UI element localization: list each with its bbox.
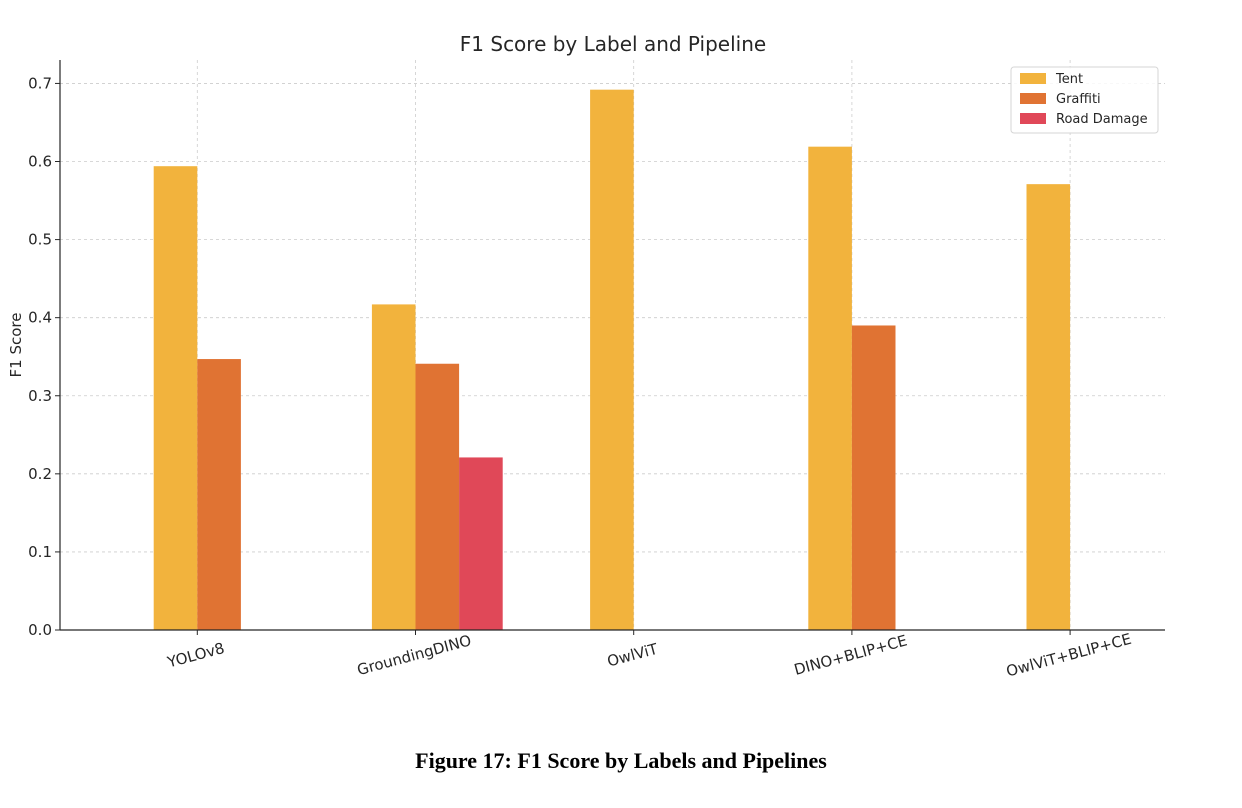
bar-tent — [153, 166, 198, 631]
bar-tent — [1026, 184, 1071, 630]
x-tick-label: OwlViT+BLIP+CE — [1004, 630, 1133, 681]
chart-title: F1 Score by Label and Pipeline — [460, 32, 766, 56]
x-tick-label: YOLOv8 — [165, 639, 227, 672]
legend-label: Graffiti — [1056, 92, 1101, 107]
bar-tent — [808, 146, 852, 630]
y-axis-label: F1 Score — [7, 313, 25, 378]
y-tick-label: 0.4 — [28, 309, 52, 327]
y-tick-label: 0.5 — [28, 231, 52, 249]
y-tick-label: 0.0 — [28, 621, 52, 639]
bar-tent — [590, 89, 634, 630]
bar-graffiti — [851, 325, 896, 630]
x-tick-label: OwlViT — [605, 640, 660, 671]
chart: F1 Score by Label and Pipeline F1 Score … — [7, 32, 1165, 681]
bar-graffiti — [197, 359, 241, 630]
x-tick-label: DINO+BLIP+CE — [792, 631, 909, 678]
legend-swatch — [1020, 93, 1046, 104]
legend-label: Tent — [1055, 72, 1083, 87]
bars — [153, 89, 1071, 631]
legend-box — [1010, 66, 1159, 134]
y-tick-label: 0.7 — [28, 74, 52, 92]
y-tick-label: 0.1 — [28, 543, 52, 561]
bar-tent — [371, 304, 416, 630]
axes — [55, 60, 1165, 635]
x-tick-labels: YOLOv8 GroundingDINO OwlViT DINO+BLIP+CE Owl… — [165, 630, 1134, 681]
y-tick-label: 0.6 — [28, 153, 52, 171]
legend-swatch — [1020, 113, 1046, 124]
y-tick-labels: 0.0 0.1 0.2 0.3 0.4 0.5 0.6 0.7 — [28, 74, 52, 639]
figure-caption: Figure 17: F1 Score by Labels and Pipeli… — [415, 748, 827, 773]
y-tick-label: 0.3 — [28, 387, 52, 405]
legend-label: Road Damage — [1056, 112, 1148, 127]
bar-road-damage — [459, 457, 503, 630]
legend-swatch — [1020, 73, 1046, 84]
x-tick-label: GroundingDINO — [355, 631, 473, 679]
y-tick-label: 0.2 — [28, 465, 52, 483]
bar-graffiti — [415, 363, 460, 630]
legend: Tent Graffiti Road Damage — [1010, 66, 1159, 134]
